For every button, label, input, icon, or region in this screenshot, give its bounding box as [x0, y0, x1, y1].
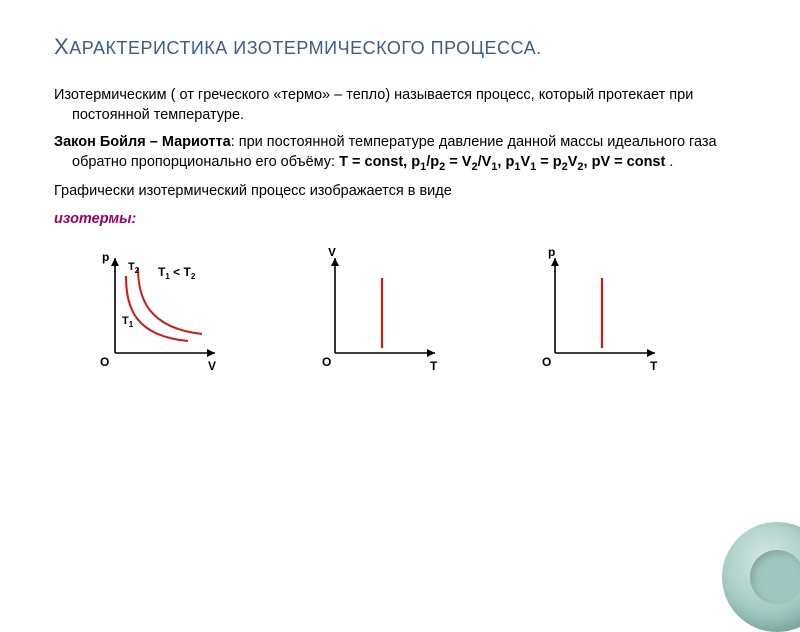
- paragraph-graph-intro: Графически изотермический процесс изобра…: [54, 182, 746, 202]
- label-compare: T1 < T2: [158, 265, 196, 281]
- axis-origin: O: [100, 355, 109, 369]
- axis-x-label: V: [208, 359, 216, 373]
- axis-x-label: T: [650, 359, 658, 373]
- axis-x-label: T: [430, 359, 438, 373]
- isotherm-word: изотермы:: [54, 210, 746, 230]
- formula: T = const, p1/p2 = V2/V1, p1V1 = p2V2, p…: [339, 154, 669, 170]
- axis-y-label: p: [548, 248, 555, 259]
- isotherm-curve-1: [126, 276, 188, 341]
- label-T2: T2: [128, 261, 140, 275]
- title-rest: АРАКТЕРИСТИКА ИЗОТЕРМИЧЕСКОГО ПРОЦЕССА.: [69, 38, 541, 58]
- chart-v-t: V T O: [300, 248, 450, 378]
- axis-y-label: V: [328, 248, 336, 259]
- axis-y-label: p: [102, 250, 109, 264]
- paragraph-law: Закон Бойля – Мариотта: при постоянной т…: [54, 133, 746, 174]
- axis-origin: O: [322, 355, 331, 369]
- chart-p-v: p V O T2 T1 T1 < T2: [80, 248, 230, 378]
- axis-origin: O: [542, 355, 551, 369]
- paragraph-definition: Изотермическим ( от греческого «термо» –…: [54, 86, 746, 125]
- page-title: ХАРАКТЕРИСТИКА ИЗОТЕРМИЧЕСКОГО ПРОЦЕССА.: [54, 34, 746, 60]
- charts-row: p V O T2 T1 T1 < T2 V T O p T O: [54, 248, 746, 378]
- law-name: Закон Бойля – Мариотта: [54, 134, 231, 150]
- title-cap: Х: [54, 34, 69, 59]
- decor-ring: [722, 522, 800, 632]
- chart-p-t: p T O: [520, 248, 670, 378]
- label-T1: T1: [122, 315, 134, 329]
